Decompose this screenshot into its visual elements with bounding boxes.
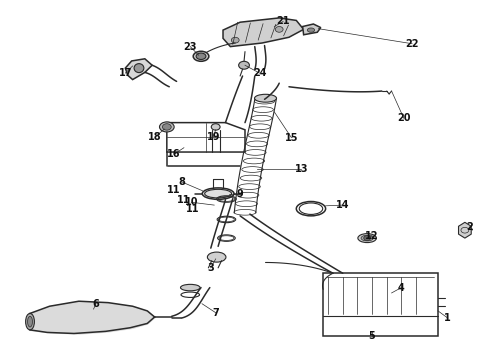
Ellipse shape (159, 122, 174, 132)
Text: 6: 6 (93, 299, 99, 309)
Polygon shape (125, 59, 152, 80)
Text: 8: 8 (178, 177, 185, 187)
Text: 15: 15 (285, 133, 298, 143)
Text: 4: 4 (398, 283, 405, 293)
Ellipse shape (25, 314, 34, 330)
Ellipse shape (307, 28, 315, 32)
Text: 23: 23 (184, 42, 197, 51)
Ellipse shape (134, 64, 144, 73)
Ellipse shape (239, 61, 249, 69)
Text: 22: 22 (405, 39, 419, 49)
Polygon shape (303, 24, 321, 35)
Text: 16: 16 (168, 149, 181, 159)
Text: 1: 1 (444, 313, 451, 323)
Text: 12: 12 (365, 231, 379, 240)
Ellipse shape (358, 234, 376, 243)
Circle shape (275, 27, 283, 32)
Text: 17: 17 (119, 68, 132, 78)
Text: 3: 3 (207, 263, 214, 273)
Text: 11: 11 (186, 204, 199, 215)
Text: 5: 5 (368, 331, 375, 341)
Ellipse shape (211, 124, 220, 130)
Text: 21: 21 (276, 17, 290, 27)
Polygon shape (459, 222, 471, 238)
Ellipse shape (207, 252, 226, 262)
Polygon shape (223, 18, 304, 46)
Text: 24: 24 (253, 68, 267, 78)
Text: 11: 11 (168, 185, 181, 195)
Text: 2: 2 (466, 222, 473, 231)
Text: 14: 14 (336, 200, 349, 210)
Ellipse shape (180, 284, 200, 291)
Text: 19: 19 (206, 132, 220, 142)
Text: 7: 7 (212, 308, 219, 318)
Text: 20: 20 (397, 113, 411, 123)
Text: 18: 18 (148, 132, 162, 142)
Circle shape (364, 235, 370, 240)
Text: 11: 11 (177, 195, 191, 205)
Text: 13: 13 (294, 164, 308, 174)
Ellipse shape (361, 235, 373, 241)
Ellipse shape (202, 188, 234, 199)
Ellipse shape (254, 94, 276, 102)
Ellipse shape (162, 124, 171, 130)
Text: 9: 9 (237, 189, 244, 199)
Ellipse shape (193, 51, 209, 61)
Ellipse shape (27, 316, 32, 327)
Ellipse shape (196, 53, 206, 59)
Circle shape (231, 37, 239, 43)
Text: 10: 10 (185, 197, 198, 207)
Bar (323, 273, 438, 336)
